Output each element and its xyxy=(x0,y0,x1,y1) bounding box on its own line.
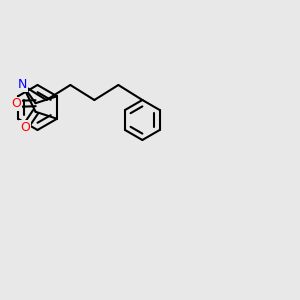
Text: N: N xyxy=(18,79,27,92)
Text: O: O xyxy=(20,121,30,134)
Text: O: O xyxy=(12,98,22,110)
